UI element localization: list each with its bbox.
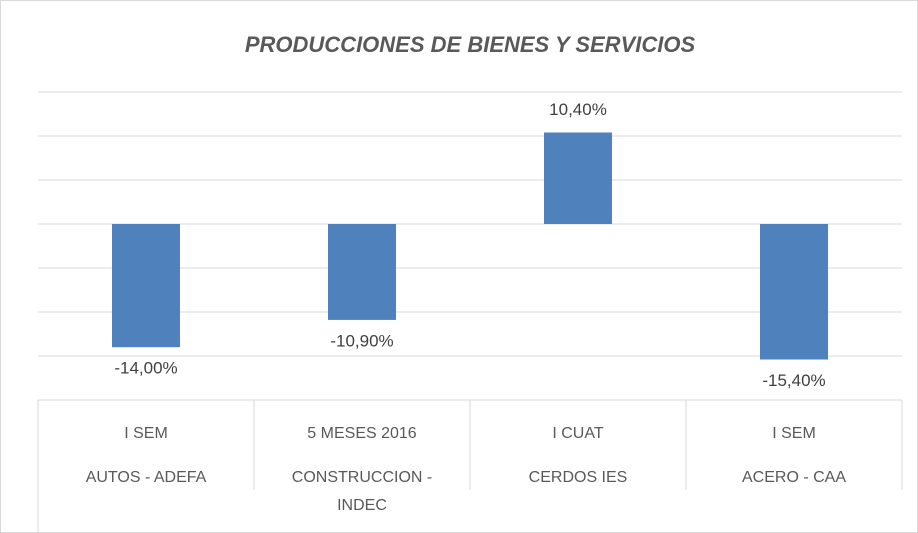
category-label-outer: I SEM (124, 425, 168, 442)
data-label: 10,40% (549, 100, 607, 119)
category-label-outer: I CUAT (552, 425, 604, 442)
category-label-inner: ACERO - CAA (741, 469, 846, 486)
data-label: -14,00% (114, 359, 177, 378)
bar (544, 132, 612, 224)
category-label-inner: AUTOS - ADEFA (85, 469, 207, 486)
category-label-outer: I SEM (772, 425, 816, 442)
bar (760, 224, 828, 360)
category-label-outer: 5 MESES 2016 (307, 425, 417, 442)
data-label: -10,90% (330, 331, 393, 350)
bar (112, 224, 180, 348)
category-label-inner: CERDOS IES (528, 469, 628, 486)
data-label: -15,40% (762, 371, 825, 390)
category-label-inner: CONSTRUCCION - INDEC (291, 469, 433, 514)
bar (328, 224, 396, 320)
chart-title: PRODUCCIONES DE BIENES Y SERVICIOS (245, 32, 696, 57)
